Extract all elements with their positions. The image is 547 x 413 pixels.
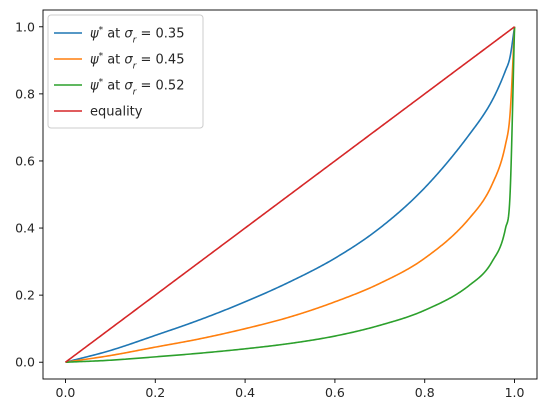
legend-label-1: ψ* at σr = 0.35 — [90, 26, 184, 46]
series-line-3 — [65, 26, 516, 364]
x-tick-label: 0.0 — [56, 385, 76, 400]
x-tick-label: 0.2 — [145, 385, 165, 400]
plot-frame — [42, 9, 538, 380]
x-tick-label: 0.8 — [415, 385, 435, 400]
axes-layer: 0.0 0.2 0.4 0.6 0.8 1.0 0.0 0.2 0.4 0.6 0.8 1.0 — [15, 9, 538, 400]
series-line-1 — [65, 26, 516, 364]
y-tick-label: 0.2 — [15, 288, 35, 303]
series-line-2 — [65, 26, 516, 364]
legend: ψ* at σr = 0.35 ψ* at σr = 0.45 ψ* at σr =… — [47, 14, 204, 129]
y-tick-label: 0.4 — [15, 221, 35, 236]
y-tick-label: 0.6 — [15, 153, 35, 168]
legend-label-2: ψ* at σr = 0.45 — [90, 52, 184, 72]
legend-label-4: equality — [90, 105, 143, 120]
legend-box — [47, 14, 204, 129]
y-tick-label: 0.0 — [15, 355, 35, 370]
legend-label-3: ψ* at σr = 0.52 — [90, 78, 184, 98]
y-tick-label: 1.0 — [15, 19, 35, 34]
x-tick-label: 0.4 — [235, 385, 255, 400]
series-layer — [64, 25, 516, 364]
series-line-4 — [64, 25, 516, 363]
x-tick-label: 1.0 — [505, 385, 525, 400]
y-tick-label: 0.8 — [15, 86, 35, 101]
x-tick-label: 0.6 — [325, 385, 345, 400]
